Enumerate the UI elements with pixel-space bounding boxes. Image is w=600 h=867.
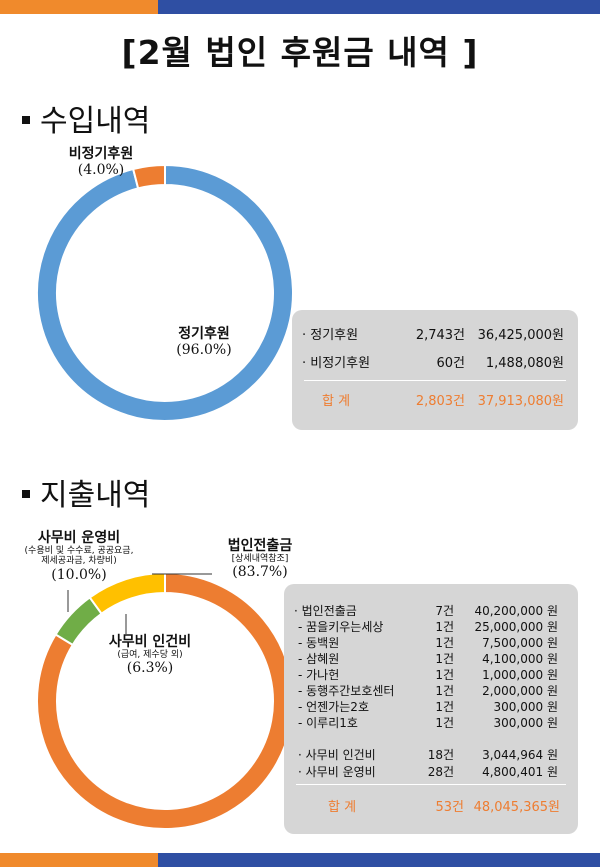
- expense-detail-count: 1건: [435, 716, 454, 730]
- income-heading: 수입내역: [22, 96, 150, 140]
- expense-detail-label: - 꿈을키우는세상: [298, 620, 384, 634]
- expense-label-operating-name: 사무비 운영비: [37, 530, 121, 546]
- income-total-amount: 37,913,080원: [477, 394, 564, 409]
- income-slice-0: [36, 163, 294, 422]
- expense-heading: 지출내역: [22, 470, 150, 514]
- income-summary-box: · 정기후원 2,743건 36,425,000원 · 비정기후원 60건 1,…: [292, 310, 578, 430]
- expense-label-personnel-pct: (6.3%): [126, 660, 174, 677]
- expense-other-count: 28건: [427, 765, 454, 779]
- expense-detail-label: - 동백원: [298, 636, 340, 650]
- expense-total-count: 53건: [435, 800, 464, 815]
- expense-detail-count: 1건: [435, 636, 454, 650]
- expense-detail-label: - 삼혜원: [298, 652, 340, 666]
- expense-detail-amount: 1,000,000 원: [482, 668, 558, 682]
- expense-detail-count: 1건: [435, 620, 454, 634]
- bullet-square-icon: [22, 490, 30, 498]
- expense-detail-count: 1건: [435, 652, 454, 666]
- income-row-irregular-count: 60건: [436, 356, 465, 371]
- expense-detail-count: 1건: [435, 668, 454, 682]
- income-label-irregular-pct: (4.0%): [77, 162, 125, 179]
- expense-detail-amount: 2,000,000 원: [482, 684, 558, 698]
- expense-other-label: · 사무비 운영비: [298, 765, 376, 779]
- expense-row-transfer-count: 7건: [435, 604, 454, 618]
- expense-label-operating-sub2: 제세공과금, 차량비): [41, 556, 117, 567]
- income-label-irregular-name: 비정기후원: [68, 146, 134, 162]
- expense-label-personnel-sub: (급여, 제수당 외): [117, 650, 183, 661]
- expense-slice-2: [88, 571, 166, 616]
- expense-label-operating-pct: (10.0%): [51, 566, 107, 583]
- income-row-irregular-amount: 1,488,080원: [485, 356, 564, 371]
- income-label-regular-name: 정기후원: [178, 326, 230, 342]
- expense-other-amount: 4,800,401 원: [482, 765, 558, 779]
- expense-detail-label: - 언젠가는2호: [298, 700, 369, 714]
- expense-total-label: 합 계: [328, 800, 357, 815]
- income-label-regular-pct: (96.0%): [176, 342, 232, 359]
- expense-detail-amount: 7,500,000 원: [482, 636, 558, 650]
- expense-detail-count: 1건: [435, 684, 454, 698]
- expense-detail-label: - 이루리1호: [298, 716, 358, 730]
- expense-divider: [296, 784, 566, 785]
- expense-summary-box: · 법인전출금 7건 40,200,000 원 - 꿈을키우는세상 1건 25,00…: [284, 584, 578, 834]
- expense-other-label: · 사무비 인건비: [298, 748, 376, 762]
- income-divider: [304, 380, 566, 381]
- expense-detail-label: - 동행주간보호센터: [298, 684, 395, 698]
- expense-label-personnel-name: 사무비 인건비: [108, 634, 192, 650]
- expense-other-amount: 3,044,964 원: [482, 748, 558, 762]
- income-slice-1: [131, 163, 166, 190]
- bottom-color-bar: [0, 853, 600, 867]
- income-label-irregular: 비정기후원 (4.0%): [46, 146, 156, 178]
- income-donut-chart: [36, 163, 294, 422]
- income-row-regular-amount: 36,425,000원: [477, 328, 564, 343]
- page-title: [2월 법인 후원금 내역 ]: [121, 33, 479, 72]
- expense-row-transfer-amount: 40,200,000 원: [474, 604, 558, 618]
- expense-label-transfer-pct: (83.7%): [232, 564, 288, 581]
- expense-detail-label: - 가나헌: [298, 668, 340, 682]
- income-total-count: 2,803건: [415, 394, 465, 409]
- expense-label-transfer: 법인전출금 [상세내역참조] (83.7%): [190, 538, 330, 581]
- expense-detail-amount: 4,100,000 원: [482, 652, 558, 666]
- expense-label-operating-sub1: (수용비 및 수수료, 공공요금,: [24, 546, 134, 557]
- expense-row-transfer-label: · 법인전출금: [294, 604, 357, 618]
- expense-detail-count: 1건: [435, 700, 454, 714]
- bullet-square-icon: [22, 116, 30, 124]
- expense-label-operating: 사무비 운영비 (수용비 및 수수료, 공공요금, 제세공과금, 차량비) (1…: [4, 530, 154, 583]
- top-color-bar: [0, 0, 600, 14]
- expense-total-amount: 48,045,365원: [473, 800, 560, 815]
- income-row-irregular-label: · 비정기후원: [302, 356, 371, 371]
- expense-label-transfer-name: 법인전출금: [227, 538, 293, 554]
- expense-detail-amount: 25,000,000 원: [474, 620, 558, 634]
- income-row-regular-label: · 정기후원: [302, 328, 359, 343]
- income-row-regular-count: 2,743건: [415, 328, 465, 343]
- income-label-regular: 정기후원 (96.0%): [154, 326, 254, 358]
- expense-detail-amount: 300,000 원: [493, 716, 558, 730]
- expense-label-personnel: 사무비 인건비 (급여, 제수당 외) (6.3%): [90, 634, 210, 677]
- expense-detail-amount: 300,000 원: [493, 700, 558, 714]
- income-total-label: 합 계: [322, 394, 351, 409]
- expense-other-count: 18건: [427, 748, 454, 762]
- expense-label-transfer-sub: [상세내역참조]: [231, 554, 289, 565]
